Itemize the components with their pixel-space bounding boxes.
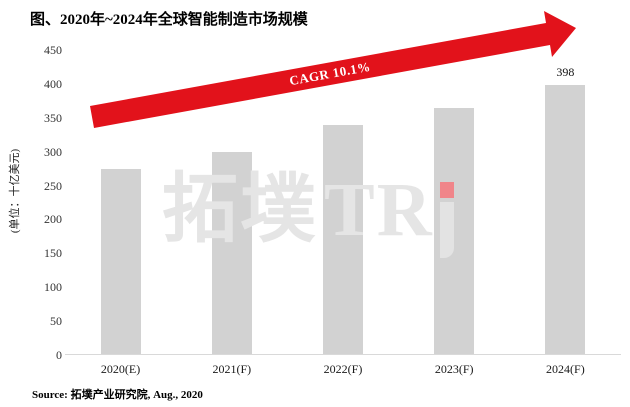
y-tick-label-50: 50 [50,314,62,329]
x-tick-label-2024-f: 2024(F) [546,362,585,376]
x-tick-label-2020-e: 2020(E) [100,362,141,376]
y-tick-label-0: 0 [56,348,62,362]
y-tick-label-250: 250 [44,178,62,193]
bar-2024-f [545,85,586,355]
bar-2023-f [434,107,475,355]
y-tick-label-300: 300 [44,144,62,159]
x-tick-label-2021-f: 2021(F) [212,362,252,376]
chart-title: 图、2020年~2024年全球智能制造市场规模 [30,12,308,28]
x-tick-label-2023-f: 2023(F) [434,362,474,376]
y-tick-label-400: 400 [44,76,62,91]
x-tick-label-2022-f: 2022(F) [323,362,363,376]
y-tick-label-350: 350 [44,110,62,125]
bar-2021-f [211,151,252,355]
y-tick-label-150: 150 [44,246,62,261]
bar-2020-e [100,168,141,355]
source-note: Source: 拓墣产业研究院, Aug., 2020 [32,389,203,401]
bar-2022-f [323,124,363,355]
watermark-logo: 拓墣 TR [162,172,454,258]
y-tick-label-100: 100 [44,280,62,295]
y-tick-label-200: 200 [44,212,62,227]
value-label-2024-f: 398 [556,65,575,80]
x-axis-line [65,354,621,355]
y-tick-label-450: 450 [44,43,62,57]
cagr-label: CAGR 10.1% [288,59,372,88]
